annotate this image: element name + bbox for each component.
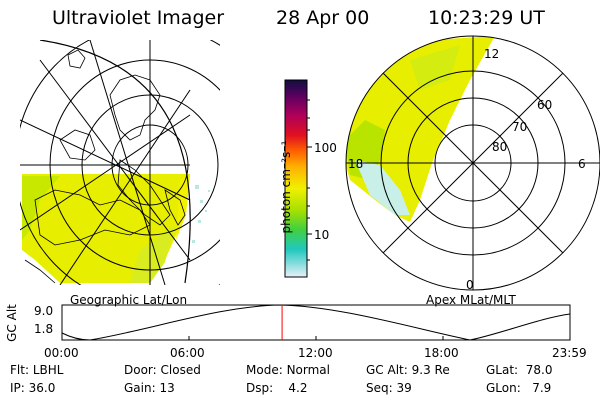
mlt-label-18: 18 (348, 157, 364, 171)
app-title: Ultraviolet Imager (52, 7, 225, 29)
header-date: 28 Apr 00 (276, 7, 370, 29)
orbit-xtick-0600: 06:00 (170, 346, 205, 360)
left-panel-label: Geographic Lat/Lon (70, 293, 188, 307)
info-ip: IP: 36.0 (10, 381, 56, 395)
info-gc-alt: GC Alt: 9.3 Re (366, 363, 450, 377)
header-time: 10:23:29 UT (428, 7, 545, 29)
orbit-ytick-low: 1.8 (34, 322, 54, 336)
lat-label-80: 80 (492, 140, 508, 154)
orbit-xtick-1800: 18:00 (424, 346, 459, 360)
colorbar-tick-10: 10 (314, 228, 330, 242)
mlt-label-12: 12 (484, 47, 500, 61)
info-seq: Seq: 39 (366, 381, 412, 395)
orbit-ytick-high: 9.0 (34, 304, 54, 318)
mlt-label-6: 6 (578, 157, 586, 171)
lat-label-70: 70 (512, 120, 528, 134)
orbit-xtick-2359: 23:59 (552, 346, 587, 360)
info-glat: GLat: 78.0 (486, 363, 553, 377)
right-panel-label: Apex MLat/MLT (426, 293, 516, 307)
orbit-xtick-0000: 00:00 (44, 346, 79, 360)
info-glon: GLon: 7.9 (486, 381, 552, 395)
info-dsp: Dsp: 4.2 (246, 381, 308, 395)
lat-label-60: 60 (537, 98, 553, 112)
orbit-xtick-1200: 12:00 (298, 346, 333, 360)
info-flt: Flt: LBHL (10, 363, 64, 377)
info-door: Door: Closed (124, 363, 201, 377)
colorbar-tick-100: 100 (314, 141, 337, 155)
info-mode: Mode: Normal (246, 363, 330, 377)
mlt-label-0: 0 (466, 278, 474, 292)
info-gain: Gain: 13 (124, 381, 175, 395)
orbit-altitude-curve (61, 304, 571, 341)
